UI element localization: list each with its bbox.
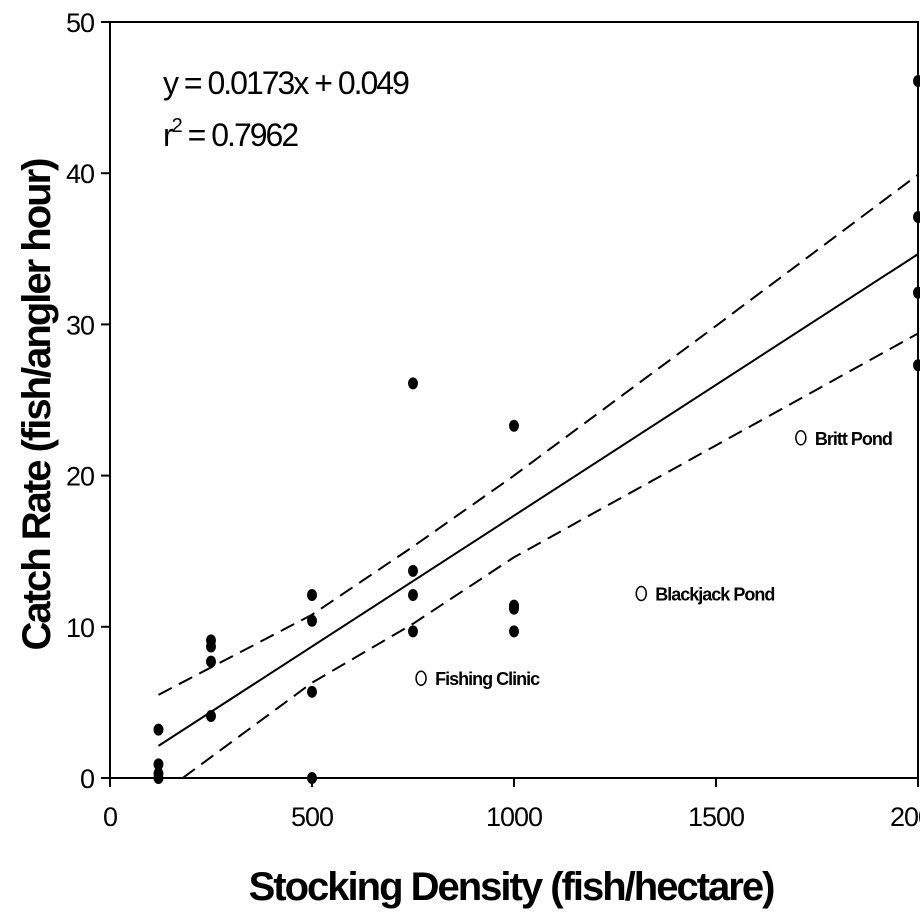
- regression-line-group: [157, 253, 919, 747]
- y-tick-label: 30: [66, 310, 94, 340]
- data-points: Fishing Clinic Blackjack Pond Britt Pond: [153, 74, 920, 784]
- y-axis-title: Catch Rate (fish/angler hour): [15, 159, 59, 651]
- r-squared-text: r2 = 0.7962: [163, 115, 298, 153]
- x-tick-label: 0: [103, 802, 117, 832]
- confidence-band-upper: [158, 173, 919, 696]
- x-tick-label: 500: [291, 802, 333, 832]
- data-point: [408, 564, 418, 577]
- x-axis-title: Stocking Density (fish/hectare): [249, 865, 774, 909]
- y-tick-label: 20: [66, 462, 94, 492]
- data-point: [509, 419, 519, 432]
- confidence-band: [158, 173, 919, 779]
- data-point: [509, 625, 519, 638]
- data-point: [153, 723, 164, 736]
- data-point: [307, 772, 317, 784]
- data-point: [913, 286, 920, 299]
- x-tick-label: 1500: [688, 802, 744, 832]
- data-point: [307, 589, 317, 602]
- outlier-point: [415, 670, 427, 686]
- data-point: [153, 758, 164, 771]
- data-point: [509, 599, 519, 612]
- confidence-band-lower: [182, 332, 919, 779]
- y-tick-label: 40: [66, 159, 94, 189]
- outlier-point-label: Blackjack Pond: [655, 585, 774, 605]
- outlier-point-label: Britt Pond: [815, 429, 892, 449]
- outlier-point: [635, 585, 648, 602]
- data-point: [408, 377, 418, 390]
- data-point: [913, 359, 920, 372]
- data-point: [408, 625, 418, 638]
- y-tick-label: 50: [66, 8, 94, 38]
- data-point: [307, 685, 317, 698]
- data-point: [913, 211, 920, 224]
- data-point: [913, 74, 920, 87]
- y-tick-label: 10: [66, 613, 94, 643]
- outlier-point-label: Fishing Clinic: [435, 669, 540, 689]
- x-tick-label: 1000: [486, 802, 542, 832]
- regression-equation: y = 0.0173x + 0.049: [163, 65, 409, 101]
- outlier-point: [795, 430, 807, 446]
- data-point: [408, 589, 418, 602]
- x-tick-label: 2000: [890, 802, 920, 832]
- regression-line: [157, 253, 919, 747]
- r-squared-value: = 0.7962: [181, 117, 299, 153]
- data-point: [206, 655, 216, 668]
- data-point: [153, 767, 164, 780]
- tick-labels: 0 500 1000 1500 2000 0 10 20 30 40 50: [66, 8, 920, 832]
- data-point: [206, 634, 216, 647]
- y-tick-label: 0: [80, 764, 94, 794]
- data-point: [307, 614, 317, 627]
- data-point: [206, 710, 216, 723]
- axes: [101, 21, 919, 787]
